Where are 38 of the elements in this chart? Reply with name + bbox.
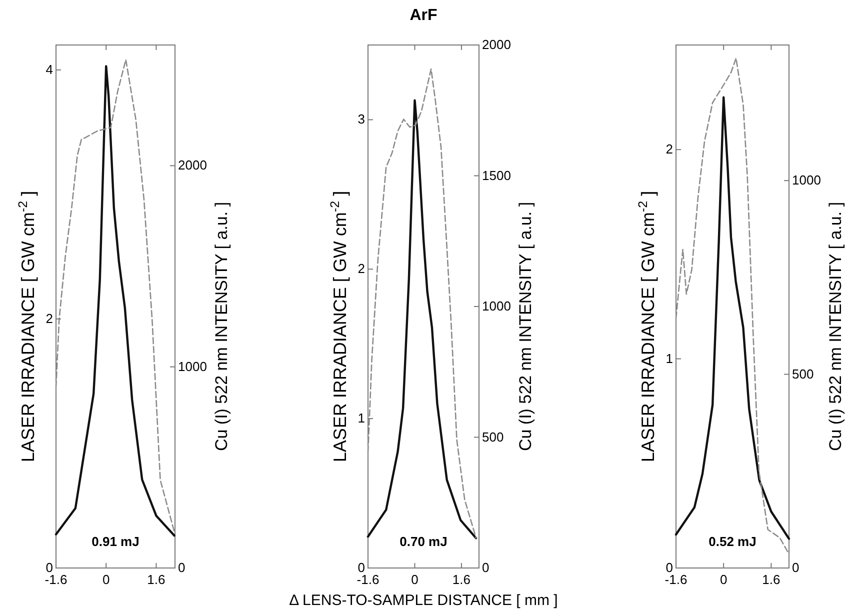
- annotation: 0.70 mJ: [400, 534, 448, 549]
- x-axis-title: Δ LENS-TO-SAMPLE DISTANCE [ mm ]: [289, 592, 558, 609]
- y2-tick-label: 0: [178, 560, 186, 575]
- chart-title: ArF: [410, 7, 438, 24]
- y2-tick-label: 2000: [178, 158, 207, 173]
- x-tick-label: 0: [102, 572, 110, 587]
- y-tick-label: 0: [358, 560, 365, 575]
- x-tick-label: 0: [411, 572, 418, 587]
- y-tick-label: 2: [358, 261, 365, 276]
- y2-tick-label: 1000: [482, 298, 511, 314]
- y-tick-label: 2: [666, 142, 673, 157]
- y-tick-label: 3: [358, 112, 365, 127]
- y2-tick-label: 500: [792, 366, 814, 382]
- y2-axis-title: Cu (I) 522 nm INTENSITY [ a.u. ]: [212, 202, 231, 452]
- y2-tick-label: 2000: [482, 37, 511, 52]
- y-tick-label: 2: [46, 310, 53, 326]
- y2-axis-title: Cu (I) 522 nm INTENSITY [ a.u. ]: [826, 202, 845, 452]
- x-tick-label: 1.6: [762, 572, 780, 587]
- y2-tick-label: 0: [792, 560, 800, 575]
- x-tick-label: 1.6: [147, 572, 166, 587]
- x-tick-label: -1.6: [44, 572, 68, 587]
- y2-tick-label: 1500: [482, 168, 511, 183]
- x-tick-label: -1.6: [664, 572, 688, 587]
- x-tick-label: 1.6: [452, 572, 471, 587]
- y-tick-label: 1: [358, 410, 365, 426]
- annotation: 0.52 mJ: [708, 534, 756, 549]
- x-tick-label: -1.6: [356, 572, 380, 587]
- y2-tick-label: 1000: [792, 172, 821, 188]
- x-tick-label: 0: [720, 572, 728, 587]
- y2-tick-label: 1000: [178, 358, 207, 374]
- y2-tick-label: 500: [482, 429, 504, 444]
- y-tick-label: 1: [666, 350, 673, 366]
- y2-axis-title: Cu (I) 522 nm INTENSITY [ a.u. ]: [516, 202, 535, 452]
- annotation: 0.91 mJ: [92, 534, 140, 549]
- y-tick-label: 4: [46, 62, 53, 77]
- y2-tick-label: 0: [482, 560, 490, 575]
- y-tick-label: 0: [46, 560, 53, 575]
- y-tick-label: 0: [666, 560, 673, 575]
